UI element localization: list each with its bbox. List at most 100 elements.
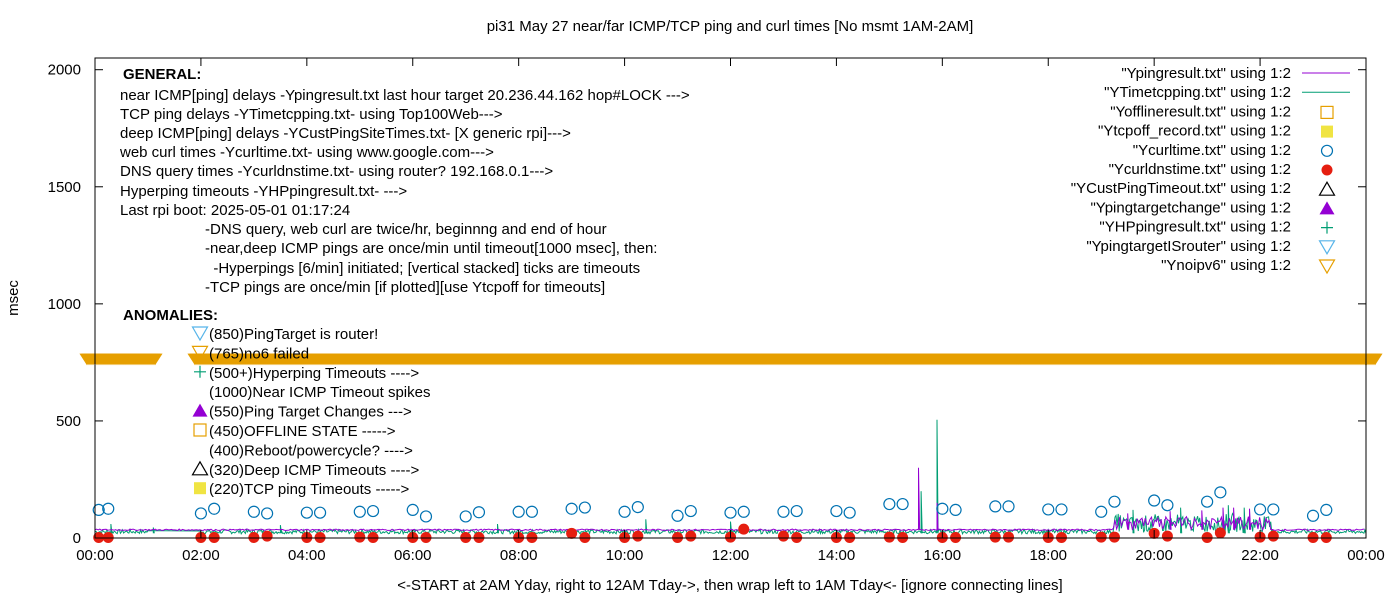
data-layer [79,353,1383,544]
legend-swatch [1321,125,1333,138]
curl-dns-point [685,530,697,542]
anomaly-marker [191,345,209,361]
curl-time-point [724,506,737,519]
legend-label: "YTimetcpping.txt" using 1:2 [1104,84,1291,101]
curl-time-point [737,505,750,518]
curl-time-point [684,504,697,518]
curl-time-point [247,505,260,518]
legend-label: "YCustPingTimeout.txt" using 1:2 [1071,180,1291,197]
curl-time-point [525,505,539,518]
note-line: -DNS query, web curl are twice/hr, begin… [205,221,607,238]
legend-label: "Ynoipv6" using 1:2 [1161,257,1291,274]
general-line: Hyperping timeouts -YHPpingresult.txt- -… [120,183,407,200]
anomaly-label: (1000)Near ICMP Timeout spikes [209,384,430,401]
curl-dns-point [1095,531,1107,543]
anomaly-label: (320)Deep ICMP Timeouts ----> [209,462,419,479]
curl-time-point [618,505,631,518]
curl-time-point [1306,509,1320,522]
curl-dns-point [566,527,578,539]
curl-time-point [300,506,313,519]
curl-time-point [883,497,896,511]
x-axis-label: <-START at 2AM Yday, right to 12AM Tday-… [397,577,1062,594]
general-heading: GENERAL: [123,66,201,83]
curl-time-point [790,504,803,518]
y-tick-label: 0 [73,530,81,547]
curl-time-point [989,500,1002,513]
curl-dns-point [354,531,366,543]
curl-time-point [512,505,525,518]
legend-label: "Ytcpoff_record.txt" using 1:2 [1098,123,1291,140]
anomaly-label: (550)Ping Target Changes ---> [209,404,412,421]
curl-time-point [1002,500,1015,513]
curl-time-point [671,509,684,522]
curl-time-point [1253,503,1267,516]
noipv6-marker [147,353,163,366]
curl-dns-point [1214,527,1226,539]
curl-time-point [1267,503,1280,516]
anomaly-block: (850)PingTarget is router! (765)no6 faile… [191,326,430,498]
curl-time-point [92,503,105,517]
curl-time-point [208,502,221,515]
legend-swatch [1320,144,1334,157]
curl-time-point [1148,494,1161,507]
general-line: DNS query times -Ycurldnstime.txt- using… [120,163,553,180]
legend: "Ypingresult.txt" using 1:2 "YTimetcpping… [1071,65,1350,275]
curl-time-point [313,506,327,519]
x-tick-label: 04:00 [288,547,326,564]
legend-label: "YpingtargetISrouter" using 1:2 [1086,238,1291,255]
general-line: near ICMP[ping] delays -Ypingresult.txt … [120,87,690,104]
y-tick-label: 1500 [48,179,81,196]
curl-time-point [830,504,843,518]
curl-time-point [102,502,115,515]
curl-time-point [1042,503,1055,516]
legend-swatch [1320,105,1334,120]
curl-time-point [1095,505,1108,518]
legend-swatch [1321,164,1333,176]
legend-label: "YHPpingresult.txt" using 1:2 [1099,219,1291,236]
curl-dns-point [989,531,1001,543]
x-tick-label: 08:00 [500,547,538,564]
anomaly-marker [194,365,206,378]
curl-time-point [949,503,962,517]
x-tick-label: 22:00 [1241,547,1279,564]
y-tick-label: 1000 [48,296,81,313]
general-line: Last rpi boot: 2025-05-01 01:17:24 [120,202,350,219]
curl-time-point [777,505,790,518]
legend-label: "Ycurldnstime.txt" using 1:2 [1109,161,1291,178]
general-line: TCP ping delays -YTimetcpping.txt- using… [120,106,503,123]
anomaly-label: (400)Reboot/powercycle? ----> [209,442,413,459]
general-block: GENERAL: near ICMP[ping] delays -Ypingre… [119,66,690,324]
x-tick-label: 00:00 [1347,547,1385,564]
x-tick-label: 20:00 [1135,547,1173,564]
x-tick-label: 02:00 [182,547,220,564]
curl-time-point [406,503,419,517]
y-axis-label: msec [5,280,22,316]
curl-dns-point [632,530,644,542]
curl-time-point [1320,503,1333,517]
curl-time-point [472,506,486,519]
curl-time-point [194,507,208,520]
curl-dns-point [1003,531,1015,543]
curl-time-point [631,500,644,514]
curl-time-point [936,502,949,515]
x-tick-label: 10:00 [606,547,644,564]
legend-swatch [1321,221,1333,234]
curl-time-point [843,506,856,519]
curl-time-point [353,505,366,518]
x-tick-label: 12:00 [712,547,750,564]
curl-time-point [366,504,380,518]
curl-dns-point [883,531,895,543]
curl-dns-point [777,530,789,542]
curl-time-point [578,501,591,514]
legend-label: "Yofflineresult.txt" using 1:2 [1110,103,1291,120]
curl-time-point [459,510,472,523]
curl-dns-point [738,523,750,535]
curl-dns-point [1108,531,1120,543]
chart-title: pi31 May 27 near/far ICMP/TCP ping and c… [487,18,974,35]
x-tick-label: 06:00 [394,547,432,564]
curl-time-point [896,497,909,511]
anomaly-label: (220)TCP ping Timeouts -----> [209,481,409,498]
anomaly-marker [191,460,209,476]
legend-label: "Ypingresult.txt" using 1:2 [1121,65,1291,82]
curl-time-point [419,510,433,523]
